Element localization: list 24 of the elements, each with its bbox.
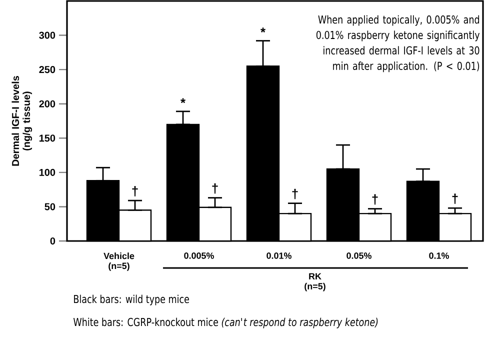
annotation: † bbox=[212, 183, 218, 194]
y-tick-label: 200 bbox=[39, 100, 56, 108]
y-axis-title: Dermal IGF-I levels (ng/g tissue) bbox=[12, 76, 32, 166]
x-tick-label: 0.05% bbox=[346, 252, 372, 259]
text: White bars: CGRP-knockout mice (can't respond to raspberry ketone) bbox=[73, 318, 378, 328]
y-tick-label: 150 bbox=[39, 134, 56, 142]
text: RK (n=5) bbox=[304, 273, 326, 292]
annotation: * bbox=[180, 98, 186, 104]
y-tick-label: 300 bbox=[39, 32, 56, 39]
annotation: * bbox=[260, 28, 266, 32]
annotation: † bbox=[292, 188, 298, 200]
x-tick-label: 0.1% bbox=[429, 252, 449, 259]
x-tick-label: 0.005% bbox=[184, 252, 214, 259]
y-tick-label: 100 bbox=[39, 168, 56, 176]
text: Black bars: wild type mice bbox=[74, 294, 189, 306]
x-tick-label: 0.01% bbox=[266, 252, 292, 259]
annotation: When applied topically, 0.005% and 0.01% raspberry ketone significantly increased dermal IGF-I levels at 30 min after application. (P < 0.01) bbox=[316, 15, 480, 72]
annotation: † bbox=[452, 194, 458, 204]
y-tick-label: 250 bbox=[39, 66, 56, 74]
annotation: † bbox=[132, 186, 138, 196]
y-tick-label: 0 bbox=[50, 237, 56, 245]
y-tick-label: 50 bbox=[44, 203, 56, 210]
x-tick-label: Vehicle (n=5) bbox=[104, 252, 134, 271]
annotation: † bbox=[372, 194, 378, 205]
